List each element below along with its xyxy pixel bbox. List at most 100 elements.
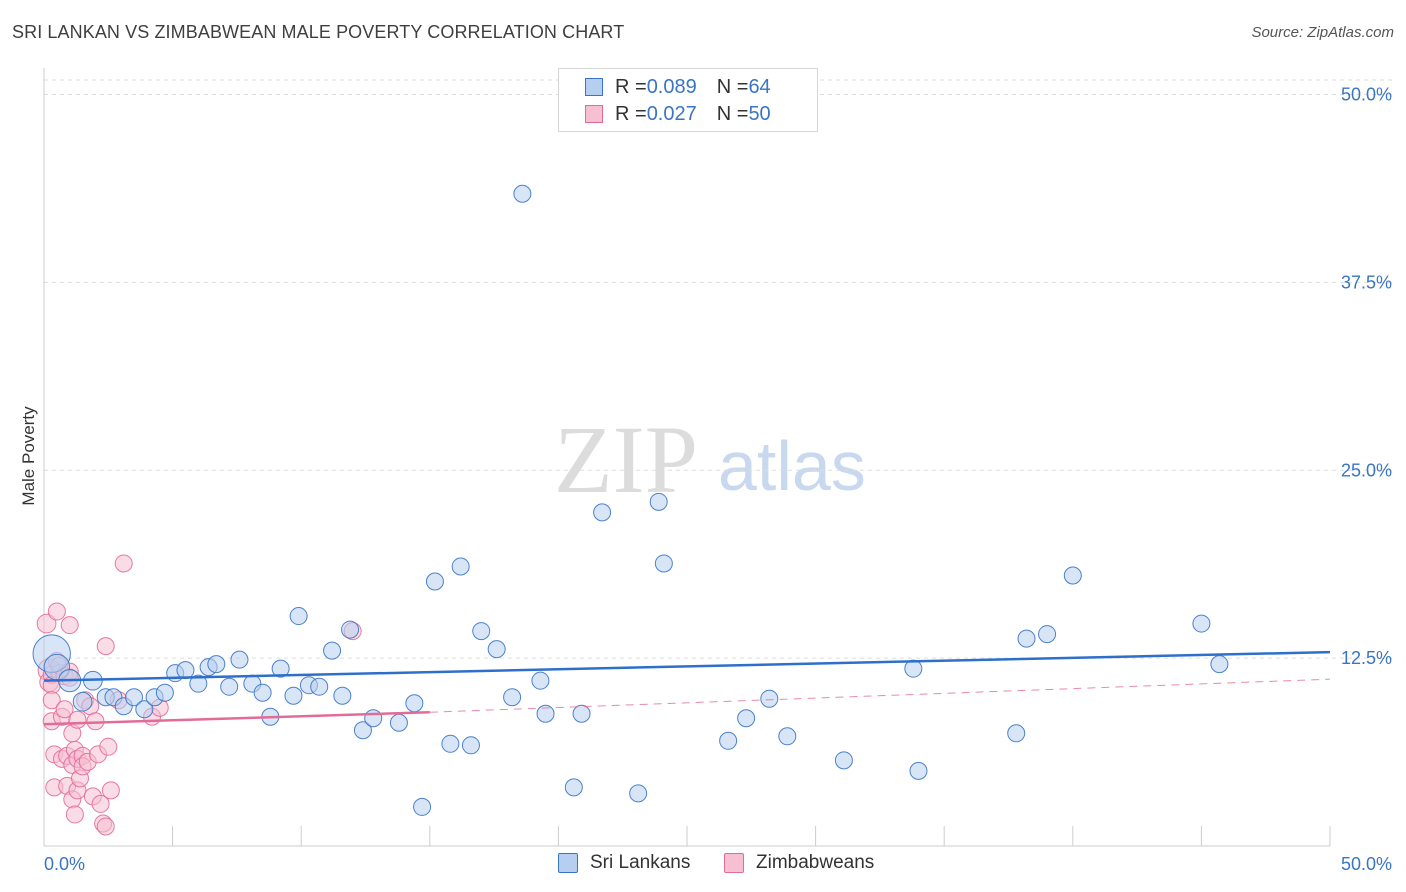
sri-lankan-point bbox=[564, 778, 583, 797]
sri-lankan-point bbox=[654, 554, 673, 573]
sri-lankan-point bbox=[284, 686, 303, 705]
source-text: Source: ZipAtlas.com bbox=[1251, 24, 1394, 41]
sri-lankan-point bbox=[441, 734, 460, 753]
sri-lankan-point bbox=[503, 688, 522, 707]
sri-lankan-point bbox=[513, 184, 532, 203]
sri-lankan-point bbox=[629, 784, 648, 803]
zimbabwean-point bbox=[47, 602, 66, 621]
y-tick-label: 50.0% bbox=[1341, 85, 1392, 105]
zimbabwean-point bbox=[99, 737, 118, 756]
zimbabwean-trend-extension bbox=[429, 678, 1331, 713]
sri-lankan-point bbox=[1038, 625, 1057, 644]
sri-lankan-point bbox=[364, 709, 383, 728]
bottom-legend-zimbabweans: Zimbabweans bbox=[724, 852, 874, 874]
sri-lankan-point bbox=[649, 492, 668, 511]
zimbabwean-trend-line bbox=[43, 710, 430, 726]
legend-row-sri-lankans: R = 0.089 N = 64 bbox=[585, 75, 771, 99]
legend-r-value: 0.089 bbox=[646, 75, 697, 98]
trend-lines bbox=[43, 650, 1331, 726]
sri-lankan-point bbox=[909, 761, 928, 780]
sri-lankan-point bbox=[271, 659, 290, 678]
sri-lankan-point bbox=[405, 694, 424, 713]
legend-n-label: N = bbox=[716, 102, 749, 125]
sri-lankan-point bbox=[531, 671, 550, 690]
zimbabweans-series bbox=[36, 554, 362, 836]
sri-lankan-point bbox=[310, 677, 329, 696]
sri-lankan-point bbox=[341, 620, 360, 639]
sri-lankan-point bbox=[353, 721, 372, 740]
sri-lankan-point bbox=[572, 704, 591, 723]
sri-lankan-point bbox=[461, 736, 480, 755]
sri-lankan-point bbox=[1210, 655, 1229, 674]
axes bbox=[43, 68, 1331, 847]
sri-lankan-point bbox=[72, 691, 93, 712]
sri-lankan-point bbox=[333, 686, 352, 705]
sri-lankans-series bbox=[32, 184, 1229, 816]
legend-swatch-blue bbox=[585, 78, 603, 96]
zimbabwean-point bbox=[60, 616, 79, 635]
chart-title: SRI LANKAN VS ZIMBABWEAN MALE POVERTY CO… bbox=[12, 22, 625, 42]
sri-lankan-trend-line bbox=[43, 650, 1331, 682]
zimbabwean-point bbox=[42, 691, 61, 710]
zimbabwean-point bbox=[96, 817, 115, 836]
watermark-atlas: atlas bbox=[718, 427, 866, 505]
sri-lankan-point bbox=[778, 727, 797, 746]
zimbabwean-point bbox=[36, 613, 57, 634]
correlation-legend: R = 0.089 N = 64 R = 0.027 N = 50 bbox=[558, 68, 818, 132]
zimbabwean-point bbox=[101, 781, 120, 800]
tick-labels: 12.5% 25.0% 37.5% 50.0% 0.0% 50.0% bbox=[44, 85, 1392, 874]
sri-lankan-point bbox=[413, 797, 432, 816]
sri-lankan-point bbox=[289, 607, 308, 626]
sri-lankan-point bbox=[1007, 724, 1026, 743]
y-tick-label: 25.0% bbox=[1341, 460, 1392, 480]
bottom-legend-label: Zimbabweans bbox=[756, 852, 875, 873]
sri-lankan-point bbox=[719, 731, 738, 750]
bottom-legend-label: Sri Lankans bbox=[590, 852, 691, 873]
x-tick-label: 0.0% bbox=[44, 854, 85, 874]
zimbabwean-point bbox=[91, 794, 110, 813]
legend-n-value: 64 bbox=[748, 75, 771, 98]
sri-lankan-point bbox=[1063, 566, 1082, 585]
sri-lankan-point bbox=[135, 700, 154, 719]
sri-lankan-point bbox=[536, 704, 555, 723]
zimbabwean-point bbox=[96, 637, 115, 656]
legend-r-label: R = bbox=[615, 102, 647, 125]
sri-lankan-point bbox=[1017, 629, 1036, 648]
x-tick-label: 50.0% bbox=[1341, 854, 1392, 874]
legend-swatch-pink bbox=[585, 105, 603, 123]
sri-lankan-point bbox=[593, 503, 612, 522]
sri-lankan-point bbox=[834, 751, 853, 770]
zimbabwean-point bbox=[55, 700, 74, 719]
legend-row-zimbabweans: R = 0.027 N = 50 bbox=[585, 102, 771, 126]
sri-lankan-point bbox=[760, 689, 779, 708]
zimbabwean-point bbox=[65, 805, 84, 824]
y-tick-label: 12.5% bbox=[1341, 648, 1392, 668]
sri-lankan-point bbox=[125, 688, 144, 707]
sri-lankan-point bbox=[176, 661, 195, 680]
sri-lankan-point bbox=[1192, 614, 1211, 633]
sri-lankan-point bbox=[737, 709, 756, 728]
sri-lankan-point bbox=[230, 650, 249, 669]
legend-r-label: R = bbox=[615, 75, 647, 98]
sri-lankan-point bbox=[425, 572, 444, 591]
zimbabwean-point bbox=[114, 554, 133, 573]
zimbabwean-point bbox=[68, 710, 87, 729]
legend-n-value: 50 bbox=[748, 102, 771, 125]
sri-lankan-point bbox=[323, 641, 342, 660]
sri-lankan-point bbox=[220, 677, 239, 696]
sri-lankan-point bbox=[155, 683, 174, 702]
sri-lankan-point bbox=[472, 622, 491, 641]
bottom-legend-swatch-blue bbox=[558, 853, 578, 873]
gridlines bbox=[44, 79, 1392, 659]
watermark-zip: ZIP bbox=[554, 406, 698, 513]
sri-lankan-point bbox=[451, 557, 470, 576]
watermark: ZIP atlas bbox=[554, 406, 866, 513]
legend-r-value: 0.027 bbox=[646, 102, 697, 125]
sri-lankan-point bbox=[487, 640, 506, 659]
sri-lankan-point bbox=[253, 683, 272, 702]
y-axis-label: Male Poverty bbox=[19, 406, 38, 506]
sri-lankan-point bbox=[207, 655, 226, 674]
legend-n-label: N = bbox=[716, 75, 749, 98]
y-tick-label: 37.5% bbox=[1341, 272, 1392, 292]
